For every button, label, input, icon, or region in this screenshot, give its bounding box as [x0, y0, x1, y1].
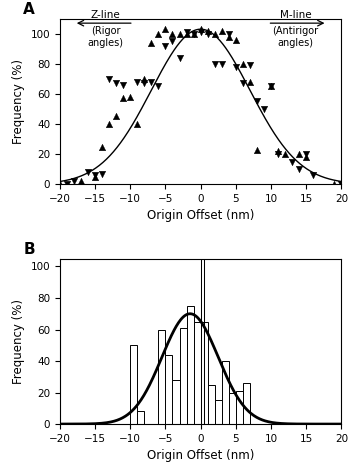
Point: [184, 30, 189, 37]
Point: [142, 80, 147, 87]
Bar: [194, 322, 201, 424]
Point: [233, 36, 239, 43]
Point: [275, 147, 281, 155]
Point: [163, 26, 168, 33]
Bar: [201, 322, 208, 424]
Point: [339, 180, 344, 188]
Point: [134, 78, 140, 86]
Point: [99, 170, 105, 178]
Point: [163, 42, 168, 49]
Point: [198, 28, 203, 36]
Text: (Antirigor
angles): (Antirigor angles): [272, 26, 319, 48]
Point: [226, 30, 232, 37]
Point: [156, 30, 161, 37]
Point: [247, 78, 253, 86]
Point: [296, 165, 302, 173]
Bar: [222, 361, 229, 424]
Point: [113, 113, 119, 120]
Point: [134, 120, 140, 128]
Point: [177, 30, 182, 37]
Point: [289, 158, 295, 165]
Point: [332, 180, 337, 188]
Point: [85, 168, 91, 176]
Bar: [243, 383, 250, 424]
Point: [275, 151, 281, 158]
Point: [71, 178, 77, 185]
Point: [261, 105, 267, 113]
Point: [247, 62, 253, 69]
Point: [282, 151, 288, 158]
Point: [127, 93, 133, 101]
Text: M-line: M-line: [280, 10, 312, 20]
Bar: [165, 355, 172, 424]
Point: [64, 180, 70, 188]
Bar: [137, 411, 144, 424]
Point: [212, 30, 218, 37]
Point: [310, 171, 316, 179]
Text: A: A: [23, 2, 35, 17]
Bar: [130, 345, 137, 424]
Point: [57, 180, 63, 188]
Y-axis label: Frequency (%): Frequency (%): [12, 299, 25, 384]
Point: [268, 82, 274, 90]
Point: [219, 27, 225, 34]
Bar: [215, 400, 222, 424]
Point: [142, 75, 147, 82]
Point: [219, 60, 225, 68]
X-axis label: Origin Offset (nm): Origin Offset (nm): [147, 449, 254, 462]
Point: [120, 95, 126, 102]
Text: Z-line: Z-line: [91, 10, 120, 20]
Y-axis label: Frequency (%): Frequency (%): [12, 59, 25, 144]
Point: [170, 37, 175, 45]
Point: [106, 75, 112, 82]
Point: [106, 120, 112, 128]
Point: [205, 27, 210, 34]
Text: B: B: [23, 242, 35, 257]
Point: [184, 28, 189, 36]
Bar: [172, 380, 180, 424]
Point: [156, 82, 161, 90]
Point: [170, 30, 175, 37]
Point: [198, 26, 203, 33]
Bar: [236, 391, 243, 424]
Point: [177, 54, 182, 62]
Point: [254, 146, 260, 153]
Bar: [180, 328, 187, 424]
Point: [254, 98, 260, 105]
Point: [212, 60, 218, 68]
Point: [205, 30, 210, 37]
Point: [149, 39, 154, 47]
Point: [92, 173, 98, 180]
Point: [226, 33, 232, 41]
Point: [191, 30, 196, 37]
Bar: [208, 384, 215, 424]
Point: [92, 171, 98, 179]
Bar: [229, 392, 236, 424]
Bar: [187, 306, 194, 424]
Point: [191, 30, 196, 37]
Point: [296, 151, 302, 158]
Point: [240, 60, 246, 68]
Point: [303, 153, 309, 161]
Point: [268, 82, 274, 90]
Text: (Rigor
angles): (Rigor angles): [88, 26, 124, 48]
Point: [339, 180, 344, 188]
Point: [149, 78, 154, 86]
Point: [303, 151, 309, 158]
Point: [120, 81, 126, 89]
X-axis label: Origin Offset (nm): Origin Offset (nm): [147, 209, 254, 222]
Point: [113, 80, 119, 87]
Bar: [158, 329, 165, 424]
Point: [240, 80, 246, 87]
Point: [78, 178, 84, 185]
Point: [99, 143, 105, 150]
Point: [233, 63, 239, 70]
